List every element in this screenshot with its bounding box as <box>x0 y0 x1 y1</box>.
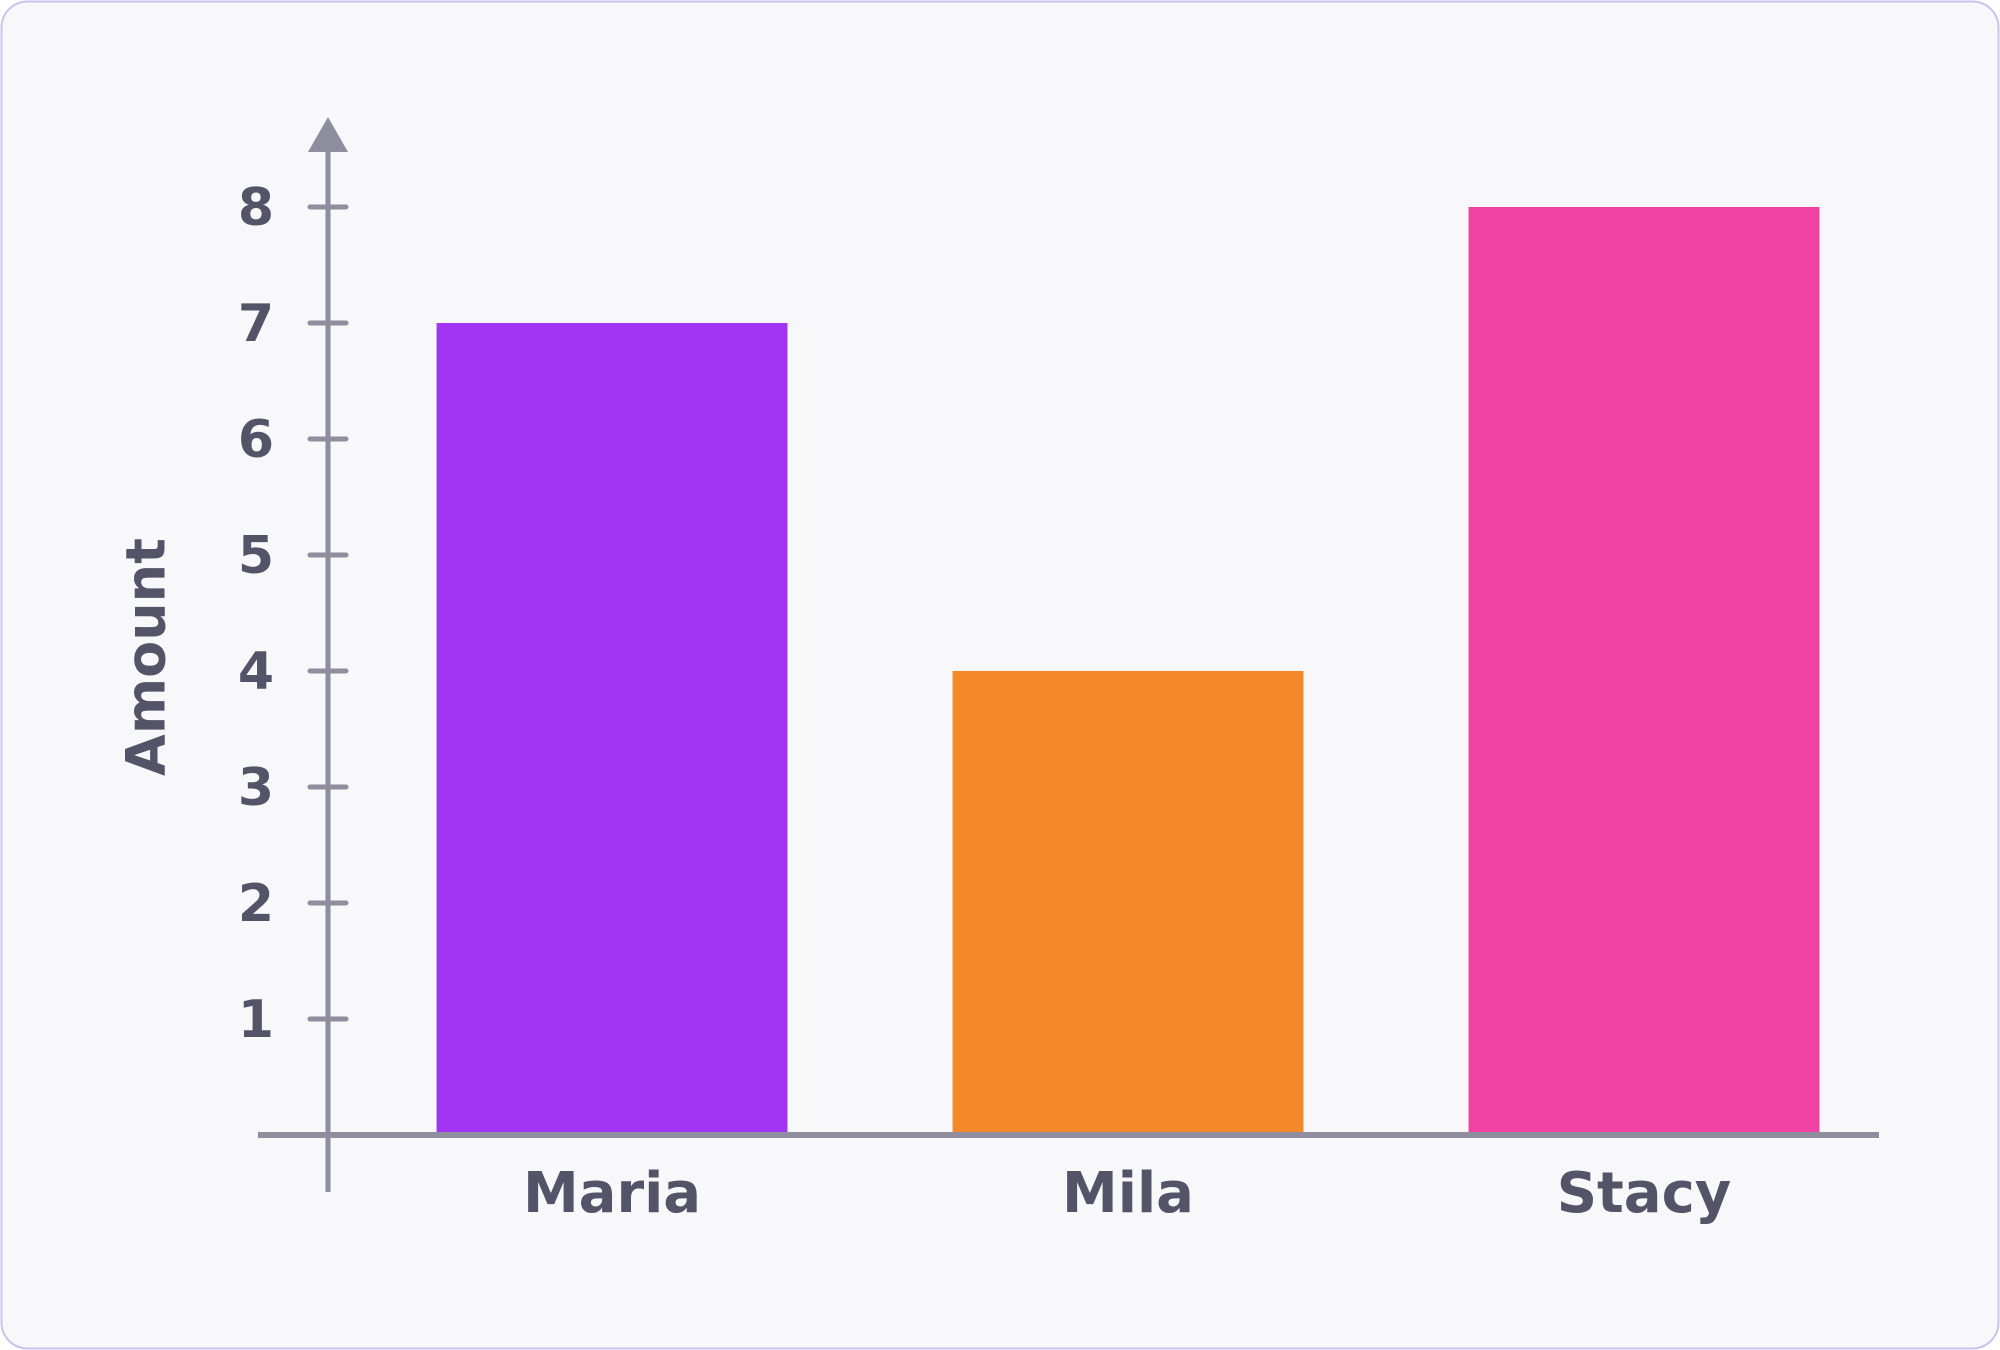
y-tick-label: 4 <box>238 642 274 702</box>
bar <box>952 671 1304 1133</box>
bar <box>1468 207 1820 1133</box>
y-axis-arrow <box>308 117 348 152</box>
y-tick-label: 2 <box>238 874 274 934</box>
x-tick-label: Maria <box>523 1161 701 1226</box>
y-tick-label: 6 <box>238 410 274 470</box>
y-tick-label: 1 <box>238 990 274 1050</box>
y-tick-label: 8 <box>238 178 274 238</box>
bar <box>436 323 788 1133</box>
y-tick-label: 3 <box>238 758 274 818</box>
y-tick-label: 7 <box>238 294 274 354</box>
x-tick-label: Stacy <box>1557 1161 1732 1226</box>
y-axis-label: Amount <box>115 538 178 776</box>
x-tick-label: Mila <box>1062 1161 1194 1226</box>
y-tick-label: 5 <box>238 526 274 586</box>
